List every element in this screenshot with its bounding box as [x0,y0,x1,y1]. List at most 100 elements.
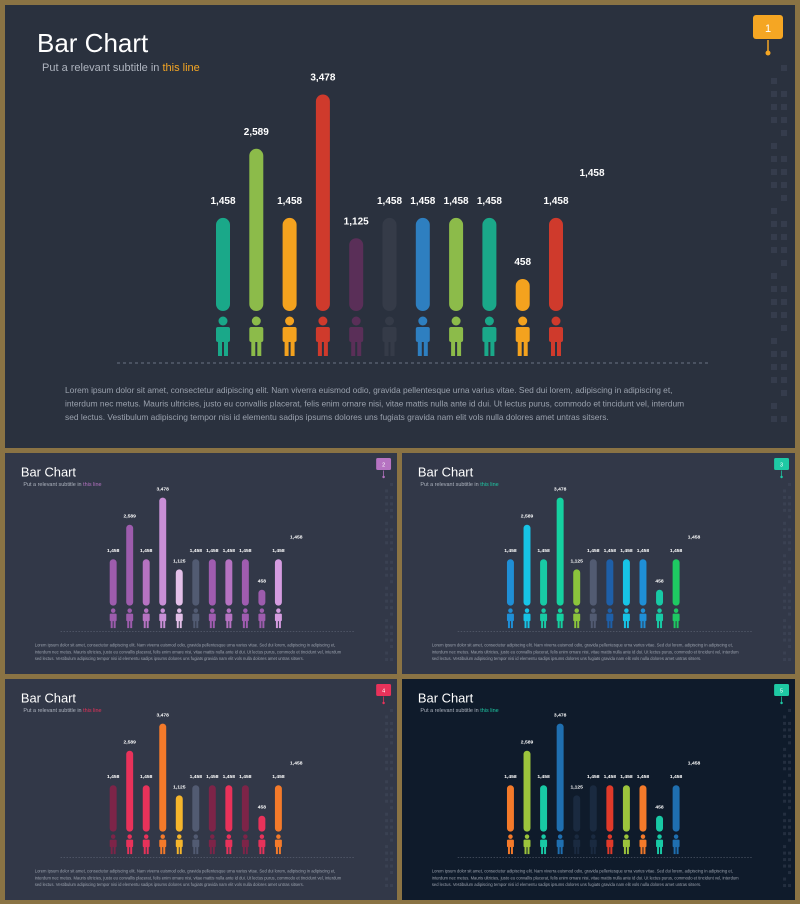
bar [482,217,497,311]
data-label: 458 [514,257,531,268]
data-label: 458 [655,579,664,585]
data-label: 1,458 [107,774,120,780]
data-label: 1,458 [444,196,469,207]
data-label: 1,458 [239,548,252,554]
data-label: 1,458 [190,774,203,780]
person-icon [540,608,548,629]
page-title: Bar Chart [418,690,474,705]
bar [656,815,664,832]
page-title: Bar Chart [418,464,474,479]
page-number: 5 [780,688,783,694]
bar [274,785,282,832]
data-label: 1,458 [637,774,650,780]
data-label: 1,458 [107,548,120,554]
data-label: 2,589 [123,514,136,520]
person-icon [589,834,597,855]
person-icon [639,834,647,855]
bar [109,559,117,606]
bar [540,559,548,606]
person-icon [523,834,531,855]
person-icon [449,316,464,356]
data-label: 2,589 [521,740,534,746]
bar [192,785,200,832]
bar [589,559,597,606]
data-label: 1,125 [571,558,584,564]
data-label: 1,125 [173,784,186,790]
bar [606,559,614,606]
data-label: 1,458 [670,774,683,780]
body-text-line: sed lectus. Vestibulum adipiscing tempor… [432,882,701,887]
person-icon [573,608,581,629]
data-label: 1,458 [223,548,236,554]
body-text-line: Lorem ipsum dolor sit amet, consectetur … [65,385,673,395]
slide-background [5,453,397,674]
data-label: 3,478 [554,487,567,493]
page-subtitle: Put a relevant subtitle in this line [42,62,200,74]
person-icon [622,834,630,855]
data-label: 1,458 [537,548,550,554]
bar [126,750,134,832]
person-icon [656,834,664,855]
data-label: 1,458 [477,196,502,207]
data-label: 1,458 [604,774,617,780]
person-icon [208,834,216,855]
page-number: 3 [780,462,783,468]
person-icon [249,316,264,356]
data-label: 1,458 [277,196,302,207]
data-label: 1,458 [620,774,633,780]
body-text-line: interdum nec metus. Mauris ultricies, ju… [65,399,684,409]
data-label: 1,125 [173,558,186,564]
bar [515,279,530,311]
page-subtitle: Put a relevant subtitle in this line [23,708,101,714]
person-icon [540,834,548,855]
badge-dot [765,50,771,56]
bar [672,785,680,832]
slide-background [5,5,795,448]
data-label: 1,458 [239,774,252,780]
bar [142,559,150,606]
person-icon [175,608,183,629]
bar [639,559,647,606]
person-icon [315,316,330,356]
data-label: 1,458 [670,548,683,554]
data-label: 1,458 [210,196,235,207]
slide-canvas: 3 Bar Chart Put a relevant subtitle in thi… [402,453,795,674]
bar [589,785,597,832]
page-badge [753,15,783,39]
extra-data-label: 1,458 [290,534,303,540]
bar [639,785,647,832]
person-icon [175,834,183,855]
extra-data-label: 1,458 [290,760,303,766]
data-label: 1,458 [543,196,568,207]
data-label: 1,458 [190,548,203,554]
person-icon [192,608,200,629]
bar [573,569,581,606]
bar [523,750,531,832]
extra-data-label: 1,458 [688,760,701,766]
data-label: 1,125 [344,216,369,227]
body-text-line: sed lectus. Vestibulum adipiscing tempor… [65,412,609,422]
person-icon [192,834,200,855]
bar [109,785,117,832]
bar [208,785,216,832]
decorative-pattern [783,482,792,662]
person-icon [142,608,150,629]
data-label: 458 [655,805,664,811]
person-icon [506,834,514,855]
person-icon [274,834,282,855]
data-label: 1,458 [604,548,617,554]
bar [175,795,183,832]
data-label: 1,125 [571,784,584,790]
person-icon [109,608,117,629]
bar [606,785,614,832]
person-icon [573,834,581,855]
bar [656,589,664,606]
person-icon [656,608,664,629]
page-title: Bar Chart [37,28,149,58]
body-text-line: Lorem ipsum dolor sit amet, consectetur … [35,643,336,648]
slide-canvas: 2 Bar Chart Put a relevant subtitle in thi… [5,453,397,674]
data-label: 1,458 [504,774,517,780]
data-label: 3,478 [554,713,567,719]
person-icon [241,834,249,855]
person-icon [549,316,563,356]
